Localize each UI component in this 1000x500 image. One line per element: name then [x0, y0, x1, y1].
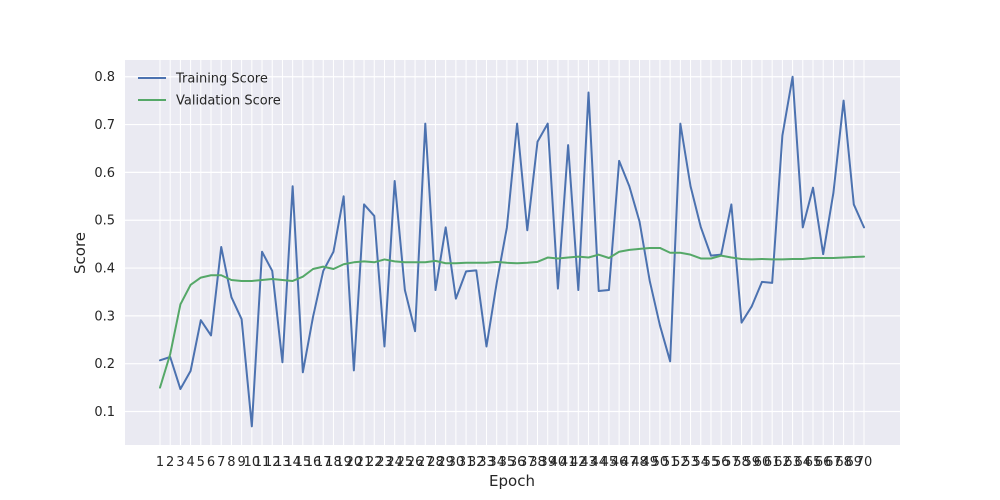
y-tick-label: 0.3 — [94, 309, 115, 324]
y-tick-labels: 0.1 0.2 0.3 0.4 0.5 0.6 0.7 0.8 — [94, 70, 115, 420]
x-tick-label: 20 — [346, 455, 363, 470]
x-tick-label: 36 — [509, 455, 526, 470]
x-tick-label: 8 — [227, 455, 235, 470]
x-tick-label: 48 — [631, 455, 648, 470]
x-tick-label: 41 — [560, 455, 577, 470]
x-tick-label: 51 — [662, 455, 679, 470]
x-tick-label: 54 — [692, 455, 709, 470]
x-tick-label: 60 — [754, 455, 771, 470]
x-tick-label: 52 — [672, 455, 689, 470]
x-tick-label: 68 — [835, 455, 852, 470]
x-tick-label: 12 — [264, 455, 281, 470]
x-tick-label: 9 — [237, 455, 245, 470]
x-tick-label: 17 — [315, 455, 332, 470]
x-tick-label: 25 — [397, 455, 414, 470]
x-tick-label: 47 — [621, 455, 638, 470]
x-tick-label: 70 — [856, 455, 873, 470]
x-tick-label: 30 — [448, 455, 465, 470]
x-tick-label: 55 — [703, 455, 720, 470]
x-tick-label: 13 — [274, 455, 291, 470]
x-tick-label: 46 — [611, 455, 628, 470]
legend-label-training-score: Training Score — [175, 72, 268, 87]
x-tick-label: 32 — [468, 455, 485, 470]
series-line-validation-score — [159, 246, 865, 389]
x-tick-label: 16 — [305, 455, 322, 470]
x-tick-label: 14 — [284, 455, 301, 470]
x-tick-label: 31 — [458, 455, 475, 470]
x-tick-label: 39 — [539, 455, 556, 470]
x-tick-label: 37 — [519, 455, 536, 470]
x-tick-label: 59 — [743, 455, 760, 470]
x-tick-label: 57 — [723, 455, 740, 470]
x-tick-label: 65 — [805, 455, 822, 470]
x-tick-label: 63 — [784, 455, 801, 470]
x-tick-label: 18 — [325, 455, 342, 470]
x-tick-label: 50 — [652, 455, 669, 470]
x-tick-label: 69 — [846, 455, 863, 470]
y-tick-label: 0.4 — [94, 262, 115, 277]
x-tick-label: 15 — [295, 455, 312, 470]
x-tick-label: 45 — [601, 455, 618, 470]
y-gridlines — [125, 76, 900, 413]
x-tick-label: 64 — [795, 455, 812, 470]
y-tick-label: 0.7 — [94, 118, 115, 133]
x-tick-label: 19 — [335, 455, 352, 470]
x-tick-label: 49 — [641, 455, 658, 470]
legend-label-validation-score: Validation Score — [176, 94, 281, 109]
x-axis-label: Epoch — [489, 472, 535, 490]
x-tick-label: 6 — [207, 455, 215, 470]
x-tick-label: 11 — [254, 455, 271, 470]
x-tick-label: 56 — [713, 455, 730, 470]
x-tick-label: 42 — [570, 455, 587, 470]
y-axis-label: Score — [71, 232, 89, 274]
x-tick-label: 24 — [386, 455, 403, 470]
y-tick-label: 0.2 — [94, 357, 115, 372]
y-tick-label: 0.6 — [94, 166, 115, 181]
x-tick-label: 1 — [156, 455, 164, 470]
x-tick-label: 43 — [580, 455, 597, 470]
x-tick-label: 21 — [356, 455, 373, 470]
x-tick-label: 27 — [417, 455, 434, 470]
x-tick-label: 34 — [488, 455, 505, 470]
series-line-training-score — [159, 75, 865, 428]
x-tick-label: 33 — [478, 455, 495, 470]
x-tick-label: 3 — [176, 455, 184, 470]
x-tick-label: 29 — [437, 455, 454, 470]
x-tick-label: 26 — [407, 455, 424, 470]
x-tick-label: 62 — [774, 455, 791, 470]
x-tick-label: 28 — [427, 455, 444, 470]
x-tick-label: 61 — [764, 455, 781, 470]
x-tick-label: 35 — [499, 455, 516, 470]
legend: Training Score Validation Score — [138, 72, 281, 109]
x-tick-label: 4 — [186, 455, 194, 470]
x-tick-label: 22 — [366, 455, 383, 470]
x-tick-label: 58 — [733, 455, 750, 470]
x-tick-label: 40 — [550, 455, 567, 470]
y-tick-label: 0.1 — [94, 405, 115, 420]
y-tick-label: 0.5 — [94, 214, 115, 229]
x-tick-label: 2 — [166, 455, 174, 470]
x-tick-label: 5 — [197, 455, 205, 470]
y-tick-label: 0.8 — [94, 70, 115, 85]
x-tick-label: 66 — [815, 455, 832, 470]
x-tick-label: 67 — [825, 455, 842, 470]
x-tick-label: 7 — [217, 455, 225, 470]
x-tick-label: 23 — [376, 455, 393, 470]
x-tick-label: 53 — [682, 455, 699, 470]
x-tick-label: 44 — [590, 455, 607, 470]
x-tick-label: 38 — [529, 455, 546, 470]
series-lines — [159, 75, 865, 428]
x-tick-label: 10 — [244, 455, 261, 470]
x-tick-labels: 1 2 3 4 5 6 7 8 91011121314151617181920212223242… — [156, 455, 872, 470]
